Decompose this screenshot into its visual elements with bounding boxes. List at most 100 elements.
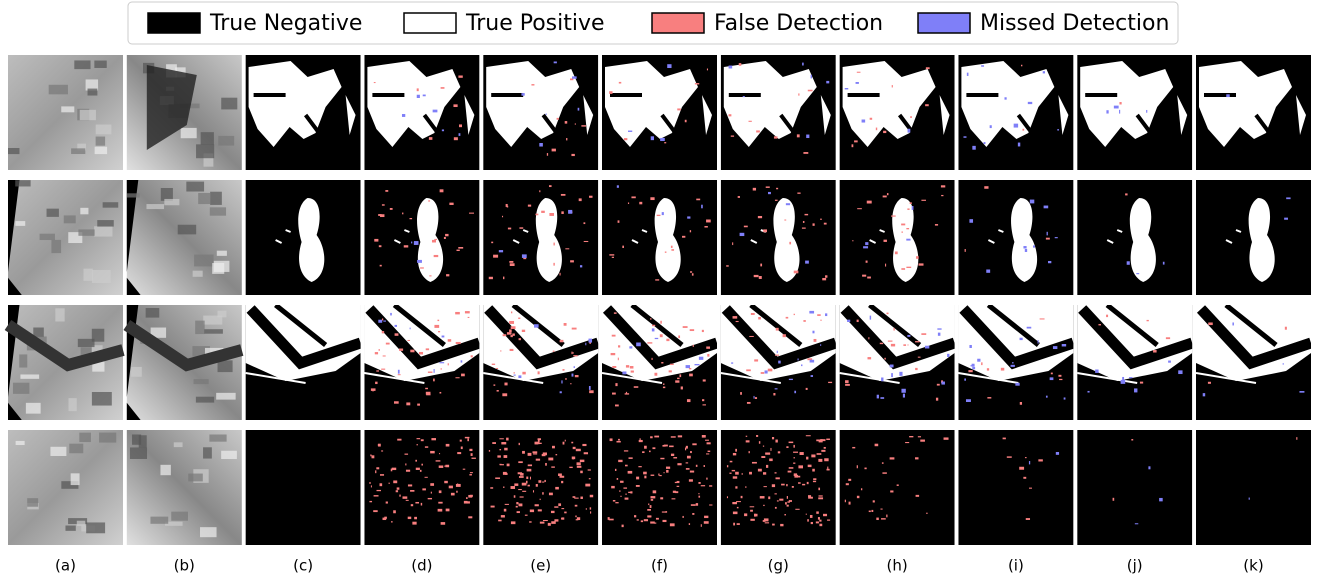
column-label: (b) [174, 557, 195, 575]
false-detection [456, 491, 457, 493]
false-detection [926, 67, 930, 69]
legend-label: True Negative [209, 11, 362, 36]
false-detection [1040, 318, 1045, 319]
false-detection [625, 498, 629, 500]
false-detection [590, 507, 591, 509]
false-detection [758, 469, 762, 472]
false-detection [818, 495, 822, 496]
false-detection [433, 379, 435, 382]
false-detection [746, 440, 750, 442]
false-detection [824, 223, 827, 225]
false-detection [441, 522, 446, 525]
false-detection [886, 515, 887, 518]
false-detection [816, 511, 819, 513]
false-detection [662, 511, 666, 512]
false-detection [750, 519, 754, 521]
false-detection [882, 462, 884, 463]
false-detection [530, 477, 531, 480]
missed-detection [1023, 246, 1026, 248]
false-detection [398, 374, 401, 375]
image-texture [139, 435, 147, 447]
image-texture [164, 199, 179, 205]
false-detection [526, 477, 528, 480]
page: True NegativeTrue PositiveFalse Detectio… [0, 0, 1320, 579]
missed-detection [1053, 346, 1057, 349]
false-detection [379, 349, 380, 351]
false-detection [378, 444, 381, 447]
false-detection [916, 495, 920, 497]
false-detection [504, 383, 507, 386]
missed-detection [1038, 340, 1039, 344]
missed-detection [805, 261, 809, 264]
image-texture [130, 447, 147, 459]
false-detection [609, 519, 614, 521]
false-detection [805, 214, 809, 215]
false-detection [758, 216, 762, 218]
false-detection [519, 443, 520, 445]
false-detection [583, 222, 585, 224]
image-texture [195, 321, 205, 334]
false-detection [880, 509, 882, 510]
false-detection [655, 279, 659, 280]
missed-detection [731, 362, 733, 363]
false-detection [775, 200, 778, 201]
image-texture [218, 136, 234, 146]
false-detection [741, 496, 743, 498]
false-detection [802, 228, 806, 229]
false-detection [564, 323, 567, 326]
image-texture [96, 137, 105, 146]
false-detection [582, 444, 586, 446]
false-detection [857, 465, 858, 468]
image-texture [78, 339, 95, 347]
false-detection [575, 516, 576, 518]
image-texture [196, 144, 214, 158]
missed-detection [1025, 249, 1027, 252]
image-texture [198, 193, 210, 204]
false-detection [774, 493, 776, 494]
false-detection [678, 335, 680, 338]
false-detection [650, 436, 653, 438]
missed-detection [870, 316, 871, 320]
false-detection [561, 518, 563, 519]
false-detection [415, 460, 417, 462]
false-detection [506, 438, 509, 441]
false-detection [468, 317, 470, 318]
missed-detection [568, 210, 572, 214]
false-detection [794, 314, 795, 315]
false-detection [703, 379, 706, 381]
false-detection [808, 497, 813, 499]
false-detection [678, 435, 682, 437]
missed-detection [522, 254, 527, 258]
missed-detection [546, 113, 547, 114]
false-detection [545, 463, 547, 466]
false-detection [636, 485, 640, 487]
false-detection [806, 457, 808, 460]
false-detection [470, 472, 473, 473]
false-detection [746, 369, 751, 371]
missed-detection [1033, 245, 1035, 247]
missed-detection [891, 373, 893, 377]
false-detection [629, 457, 633, 459]
false-detection [789, 242, 791, 245]
false-detection [738, 196, 740, 198]
false-detection [891, 344, 895, 347]
image-texture [26, 403, 41, 414]
missed-detection [439, 362, 444, 363]
false-detection [612, 257, 614, 258]
false-detection [548, 523, 551, 526]
missed-detection [423, 95, 426, 97]
false-detection [421, 503, 422, 506]
false-detection [540, 522, 545, 524]
false-detection [403, 496, 408, 498]
false-detection [445, 465, 449, 468]
false-detection [683, 326, 688, 328]
missed-detection [499, 250, 503, 252]
missed-detection [947, 354, 949, 357]
missed-detection [1088, 391, 1090, 393]
image-texture [131, 367, 142, 377]
missed-detection [810, 360, 815, 363]
false-detection [573, 355, 577, 356]
false-detection [770, 448, 771, 451]
missed-detection [402, 114, 405, 117]
image-texture [146, 308, 160, 318]
